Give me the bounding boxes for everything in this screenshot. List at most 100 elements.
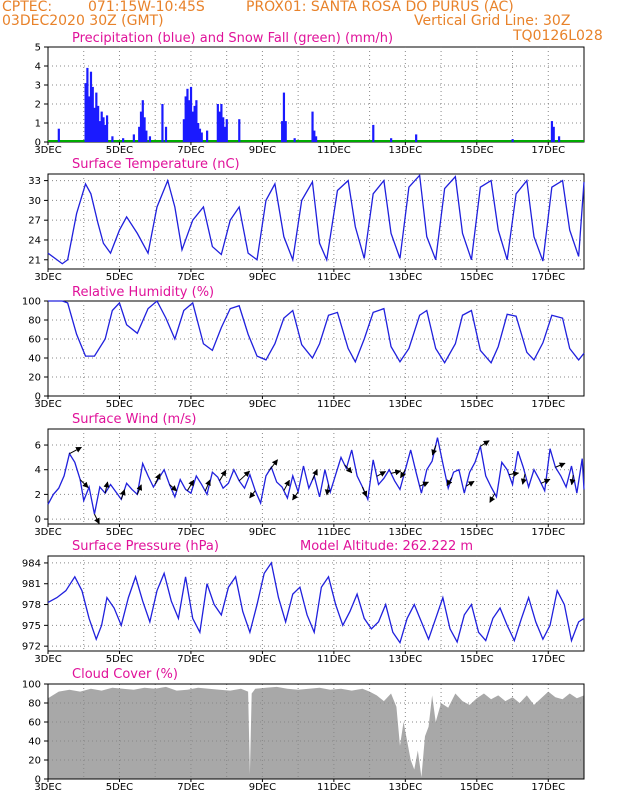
wind-arrow	[269, 459, 278, 471]
y-tick-label: 2	[35, 490, 41, 501]
x-tick-label: 3DEC	[34, 527, 61, 538]
y-tick-label: 21	[28, 255, 41, 266]
wind-arrow	[446, 477, 453, 487]
precip-bar	[282, 92, 286, 142]
wind-arrow	[480, 440, 490, 447]
precip-bar	[191, 111, 194, 142]
pressure-y-ticks: 972 975 978 981 984	[22, 558, 48, 653]
x-tick-label: 11DEC	[317, 399, 351, 410]
precip-bar	[218, 111, 221, 142]
y-tick-label: 978	[22, 600, 41, 611]
wind-arrow	[219, 469, 227, 482]
location-label: PROX01: SANTA ROSA DO PURUS (AC)	[246, 0, 514, 15]
source-label: CPTEC:	[2, 0, 53, 15]
x-tick-label: 13DEC	[388, 527, 422, 538]
precip-bar	[557, 136, 561, 142]
x-tick-label: 17DEC	[531, 782, 565, 793]
precip-bar	[97, 105, 100, 142]
humidity-y-ticks: 0 20 40 60 80 100	[22, 297, 48, 403]
precip-bar	[132, 134, 135, 142]
temperature-line	[47, 173, 585, 265]
x-tick-label: 17DEC	[531, 527, 565, 538]
x-tick-label: 11DEC	[317, 782, 351, 793]
y-tick-label: 33	[28, 176, 41, 187]
x-tick-label: 5DEC	[106, 272, 133, 283]
pressure-grid	[48, 556, 584, 651]
x-tick-label: 7DEC	[177, 654, 204, 665]
precip-bar	[293, 138, 296, 142]
x-tick-label: 9DEC	[249, 654, 276, 665]
y-tick-label: 981	[22, 579, 41, 590]
humidity-grid	[48, 301, 584, 396]
precip-bar	[284, 121, 287, 142]
precip-bar	[197, 123, 200, 142]
precip-bar	[200, 132, 203, 142]
y-tick-label: 0	[35, 515, 41, 526]
cloud-grid	[48, 684, 584, 779]
wind-frame	[47, 428, 585, 525]
precip-bar	[164, 126, 168, 142]
wind-arrow	[238, 470, 251, 482]
wind-arrow	[361, 486, 368, 498]
wind-arrow	[508, 470, 520, 477]
wind-arrow	[555, 462, 566, 469]
wind-arrow	[465, 480, 475, 487]
precip-bar	[313, 130, 316, 142]
precip-bar	[91, 86, 94, 142]
cloud-title: Cloud Cover (%)	[72, 667, 178, 682]
cloud-x-ticks: 3DEC 5DEC 7DEC 9DEC 11DEC 13DEC 15DEC 17DEC	[34, 779, 565, 793]
precip-bar	[145, 130, 148, 142]
precip-bar	[206, 130, 209, 142]
y-tick-label: 40	[28, 354, 41, 365]
y-tick-label: 0	[35, 775, 41, 786]
precip-bar	[415, 134, 418, 142]
y-tick-label: 80	[28, 316, 41, 327]
precipitation-panel: Precipitation (blue) and Snow Fall (gree…	[34, 31, 585, 156]
wind-arrow	[431, 445, 438, 456]
precip-bar	[122, 138, 125, 142]
header: CPTEC: 071:15W-10:45S PROX01: SANTA ROSA…	[0, 0, 618, 44]
x-tick-label: 7DEC	[177, 782, 204, 793]
y-tick-label: 60	[28, 335, 41, 346]
wind-arrow	[169, 484, 178, 492]
precip-bar	[105, 115, 109, 142]
wind-arrow	[204, 479, 211, 492]
x-tick-label: 15DEC	[460, 527, 494, 538]
precip-bar	[57, 128, 60, 142]
x-tick-label: 3DEC	[34, 399, 61, 410]
precip-bar	[198, 128, 202, 142]
y-tick-label: 0	[35, 138, 41, 149]
x-tick-label: 5DEC	[106, 654, 133, 665]
precip-bar	[104, 124, 107, 142]
wind-speed-line	[47, 437, 585, 515]
y-tick-label: 60	[28, 718, 41, 729]
humidity-panel: Relative Humidity (%) 0 20 40 60 80 100 3DEC 5…	[22, 285, 585, 410]
y-tick-label: 24	[28, 235, 41, 246]
precip-bar	[186, 88, 189, 142]
model-altitude-label: Model Altitude: 262.222 m	[300, 539, 473, 554]
date-label: 03DEC2020 30Z (GMT)	[2, 13, 164, 29]
x-tick-label: 13DEC	[388, 654, 422, 665]
precip-bar	[95, 92, 98, 142]
wind-arrow	[136, 484, 143, 495]
x-tick-label: 15DEC	[460, 399, 494, 410]
wind-arrow	[79, 479, 89, 489]
x-tick-label: 5DEC	[106, 399, 133, 410]
precip-bar	[220, 104, 223, 142]
precip-bar	[511, 139, 514, 142]
grid-note-label: Vertical Grid Line: 30Z	[414, 13, 571, 29]
wind-arrow	[400, 469, 406, 479]
precip-frame	[47, 46, 585, 143]
precip-bar	[88, 96, 91, 142]
temperature-x-ticks: 3DEC 5DEC 7DEC 9DEC 11DEC 13DEC 15DEC 17DEC	[34, 269, 565, 283]
x-tick-label: 5DEC	[106, 527, 133, 538]
wind-arrow	[69, 446, 82, 455]
wind-arrow	[186, 479, 195, 491]
y-tick-label: 6	[35, 441, 41, 452]
precip-bar	[182, 119, 185, 142]
y-tick-label: 0	[35, 392, 41, 403]
y-tick-label: 27	[28, 216, 41, 227]
temperature-grid	[48, 174, 584, 269]
x-tick-label: 15DEC	[460, 782, 494, 793]
wind-arrow	[154, 473, 161, 485]
